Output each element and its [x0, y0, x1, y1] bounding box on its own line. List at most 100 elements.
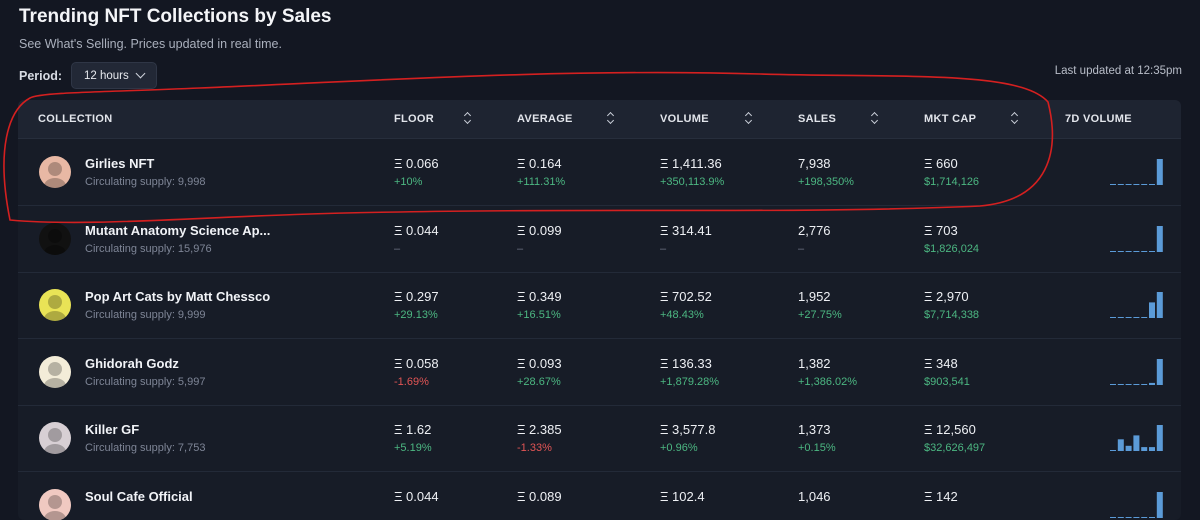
- sparkline-bar: [1133, 435, 1139, 451]
- header-sales[interactable]: SALES: [798, 113, 836, 125]
- mkt-cap-value: Ξ 2,970: [924, 289, 969, 304]
- sparkline-bar: [1126, 184, 1132, 185]
- collections-table: COLLECTION FLOOR AVERAGE VOLUME SALES MK…: [18, 100, 1181, 520]
- table-row[interactable]: Ghidorah Godz Circulating supply: 5,997 Ξ …: [18, 339, 1181, 406]
- volume-value: Ξ 136.33: [660, 356, 712, 371]
- average-change: –: [517, 243, 523, 255]
- sparkline-bar: [1133, 517, 1139, 518]
- period-dropdown[interactable]: 12 hours: [71, 62, 157, 89]
- circulating-supply: Circulating supply: 15,976: [85, 243, 212, 255]
- floor-value: Ξ 0.058: [394, 356, 439, 371]
- floor-value: Ξ 0.066: [394, 156, 439, 171]
- table-header: COLLECTION FLOOR AVERAGE VOLUME SALES MK…: [18, 100, 1181, 139]
- sales-change: +1,386.02%: [798, 376, 857, 388]
- sales-change: +0.15%: [798, 442, 836, 454]
- floor-value: Ξ 0.044: [394, 223, 439, 238]
- sparkline-bar: [1149, 447, 1155, 451]
- mkt-cap-value: Ξ 348: [924, 356, 958, 371]
- sort-sales-icon[interactable]: [871, 111, 879, 125]
- mkt-cap-value: Ξ 703: [924, 223, 958, 238]
- volume-change: +350,113.9%: [660, 176, 724, 188]
- sparkline-bar: [1126, 251, 1132, 252]
- volume-change: +48.43%: [660, 309, 704, 321]
- 7d-volume-sparkline: [1110, 159, 1164, 185]
- collection-name[interactable]: Pop Art Cats by Matt Chessco: [85, 289, 270, 304]
- table-row[interactable]: Pop Art Cats by Matt Chessco Circulating …: [18, 272, 1181, 339]
- sparkline-bar: [1149, 251, 1155, 252]
- sparkline-bar: [1157, 292, 1163, 318]
- chevron-down-icon: [135, 69, 145, 79]
- sparkline-bar: [1133, 251, 1139, 252]
- girl-portrait-icon: [39, 156, 71, 188]
- mkt-cap-usd: $1,714,126: [924, 176, 979, 188]
- period-label: Period:: [19, 69, 62, 83]
- cafe-avatar-icon: [39, 489, 71, 520]
- floor-change: –: [394, 243, 400, 255]
- table-row[interactable]: Girlies NFT Circulating supply: 9,998 Ξ 0.…: [18, 139, 1181, 206]
- sparkline-bar: [1110, 450, 1116, 451]
- circulating-supply: Circulating supply: 9,998: [85, 176, 205, 188]
- circulating-supply: Circulating supply: 5,997: [85, 376, 205, 388]
- sparkline-bar: [1141, 184, 1147, 185]
- circulating-supply: Circulating supply: 9,999: [85, 309, 205, 321]
- sparkline-bar: [1118, 439, 1124, 451]
- volume-value: Ξ 102.4: [660, 489, 705, 504]
- collection-name[interactable]: Ghidorah Godz: [85, 356, 179, 371]
- collection-name[interactable]: Mutant Anatomy Science Ap...: [85, 223, 270, 238]
- collection-name[interactable]: Killer GF: [85, 422, 139, 437]
- cat-icon: [39, 289, 71, 321]
- sparkline-bar: [1110, 517, 1116, 518]
- 7d-volume-sparkline: [1110, 492, 1164, 518]
- volume-change: –: [660, 243, 666, 255]
- header-floor[interactable]: FLOOR: [394, 113, 434, 125]
- sparkline-bar: [1149, 517, 1155, 518]
- ghidorah-logo-icon: [39, 356, 71, 388]
- sparkline-bar: [1110, 184, 1116, 185]
- 7d-volume-sparkline: [1110, 359, 1164, 385]
- mkt-cap-usd: $7,714,338: [924, 309, 979, 321]
- page-subtitle: See What's Selling. Prices updated in re…: [19, 37, 282, 51]
- average-value: Ξ 0.093: [517, 356, 562, 371]
- floor-value: Ξ 0.044: [394, 489, 439, 504]
- sparkline-bar: [1126, 384, 1132, 385]
- header-mkt-cap[interactable]: MKT CAP: [924, 113, 976, 125]
- sparkline-bar: [1118, 184, 1124, 185]
- volume-value: Ξ 1,411.36: [660, 156, 722, 171]
- sparkline-bar: [1118, 384, 1124, 385]
- sparkline-bar: [1133, 317, 1139, 318]
- volume-value: Ξ 314.41: [660, 223, 712, 238]
- table-row[interactable]: Mutant Anatomy Science Ap... Circulating …: [18, 206, 1181, 273]
- sort-mkt-cap-icon[interactable]: [1011, 111, 1019, 125]
- sparkline-bar: [1141, 447, 1147, 451]
- sort-average-icon[interactable]: [607, 111, 615, 125]
- sparkline-bar: [1133, 184, 1139, 185]
- average-change: +16.51%: [517, 309, 561, 321]
- sparkline-bar: [1118, 517, 1124, 518]
- sparkline-bar: [1110, 317, 1116, 318]
- page-title: Trending NFT Collections by Sales: [19, 6, 332, 28]
- sort-volume-icon[interactable]: [745, 111, 753, 125]
- sparkline-bar: [1149, 184, 1155, 185]
- mkt-cap-value: Ξ 142: [924, 489, 958, 504]
- sparkline-bar: [1126, 446, 1132, 451]
- collection-name[interactable]: Soul Cafe Official: [85, 489, 193, 504]
- sparkline-bar: [1141, 317, 1147, 318]
- average-change: +28.67%: [517, 376, 561, 388]
- sparkline-bar: [1118, 251, 1124, 252]
- collection-name[interactable]: Girlies NFT: [85, 156, 154, 171]
- sales-change: +198,350%: [798, 176, 854, 188]
- header-average[interactable]: AVERAGE: [517, 113, 573, 125]
- header-volume[interactable]: VOLUME: [660, 113, 709, 125]
- ape-skull-icon: [39, 223, 71, 255]
- header-7d-volume: 7D VOLUME: [1065, 113, 1132, 125]
- mkt-cap-value: Ξ 660: [924, 156, 958, 171]
- floor-change: +29.13%: [394, 309, 438, 321]
- sparkline-bar: [1141, 517, 1147, 518]
- sparkline-bar: [1157, 159, 1163, 185]
- floor-change: -1.69%: [394, 376, 429, 388]
- sort-floor-icon[interactable]: [464, 111, 472, 125]
- sparkline-bar: [1118, 317, 1124, 318]
- average-change: +111.31%: [517, 176, 565, 188]
